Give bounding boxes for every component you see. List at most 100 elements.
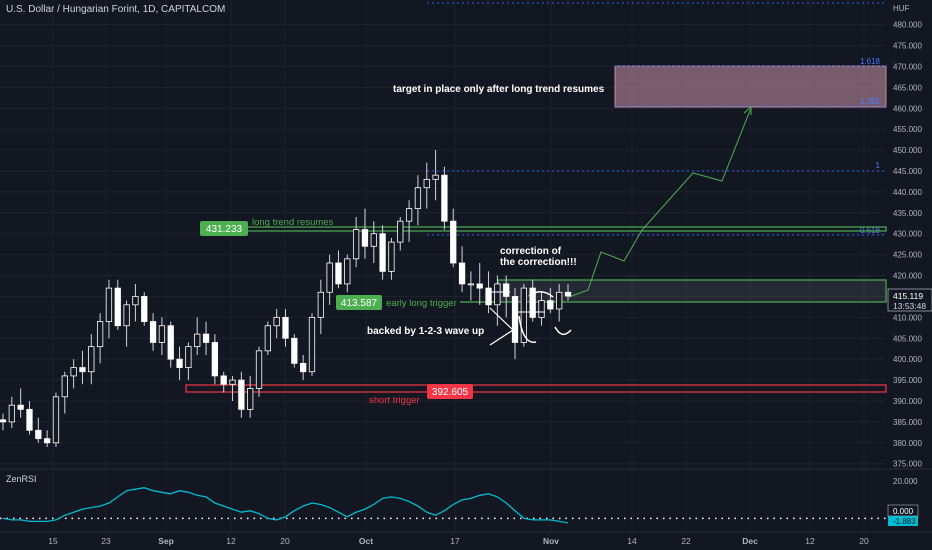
time-tick-label: Nov (543, 536, 559, 546)
time-tick-label: 20 (280, 536, 290, 546)
unit-label: HUF (893, 4, 910, 13)
candle-body (167, 325, 174, 360)
candle-body (17, 404, 24, 410)
time-tick-label: Dec (742, 536, 758, 546)
candle-body (511, 296, 519, 343)
candle-body (397, 220, 404, 243)
candle-body (176, 358, 183, 368)
candle-body (476, 283, 483, 289)
candle-body (79, 367, 86, 373)
early-trigger-value: 413.587 (341, 298, 378, 309)
candle-body (185, 346, 192, 368)
candle-body (564, 291, 572, 297)
wave-arc-1 (518, 315, 537, 343)
rsi-line (2, 487, 569, 524)
candle-body (44, 438, 51, 444)
wave-pointer-arrow (489, 307, 514, 346)
time-tick-label: Oct (359, 536, 373, 546)
price-tick-label: 460.000 (893, 104, 922, 113)
price-tick-label: 385.000 (893, 418, 922, 427)
candle-body (503, 283, 510, 297)
time-tick-label: 23 (101, 536, 111, 546)
candle-body (35, 429, 42, 440)
price-tick-label: 455.000 (893, 125, 922, 134)
wave-arc-3 (554, 326, 572, 336)
candle-body (264, 325, 271, 352)
candle-body (300, 362, 307, 373)
rsi-tick-0: 0.000 (893, 507, 914, 516)
long-trend-label: long trend resumes (252, 217, 334, 228)
projected-arrowhead (743, 105, 752, 115)
candle-body (370, 233, 377, 247)
early-trigger-badge (336, 295, 382, 310)
candle-body (361, 229, 369, 247)
time-tick-label: Sep (158, 536, 174, 546)
candle-body (158, 325, 166, 343)
price-tick-label: 420.000 (893, 272, 922, 281)
price-tick-label: 465.000 (893, 83, 922, 92)
candle-body (61, 375, 68, 398)
candle-body (202, 333, 210, 343)
time-tick-label: 20 (859, 536, 869, 546)
candle-body (123, 304, 130, 327)
price-tick-label: 470.000 (893, 62, 922, 71)
fib-1382-label: 1.382 (860, 97, 881, 106)
candle-body (388, 241, 395, 272)
time-tick-label: 15 (48, 536, 58, 546)
candle-body (458, 262, 466, 285)
candle-body (414, 187, 422, 210)
time-tick-label: 14 (627, 536, 637, 546)
candle-body (105, 287, 113, 322)
correction-annotation-line2: the correction!!! (500, 257, 577, 268)
candle-body (194, 333, 201, 348)
candle-body (352, 229, 360, 260)
price-tick-label: 445.000 (893, 167, 922, 176)
fib-1-label: 1 (876, 161, 881, 170)
short-trigger-badge (427, 384, 473, 399)
early-trigger-label: early long trigger (386, 298, 457, 309)
candle-body (556, 291, 563, 310)
price-tick-label: 380.000 (893, 439, 922, 448)
short-trigger-zone (185, 384, 887, 393)
candle-body (0, 419, 7, 423)
candle-body (282, 316, 289, 339)
price-tick-label: 425.000 (893, 251, 922, 260)
short-trigger-label: short trigger (369, 395, 420, 406)
price-tick-label: 410.000 (893, 313, 922, 322)
price-axis[interactable]: 480.000 475.000 470.000 465.000 460.000 455.0… (893, 21, 922, 469)
chart-title: U.S. Dollar / Hungarian Forint, 1D, CAPI… (6, 4, 226, 15)
candle-body (467, 283, 475, 286)
target-annotation: target in place only after long trend re… (393, 84, 605, 95)
candle-body (291, 337, 298, 364)
price-tick-label: 440.000 (893, 188, 922, 197)
price-tick-label: 475.000 (893, 42, 922, 51)
price-tick-label: 435.000 (893, 209, 922, 218)
long-trend-value: 431.233 (206, 224, 243, 235)
candle-body (520, 287, 527, 343)
candle-body (52, 396, 60, 444)
candle-body (317, 291, 324, 318)
candle-body (211, 342, 219, 377)
rsi-group (0, 487, 886, 524)
price-tick-label: 375.000 (893, 460, 922, 469)
long-trend-level (244, 226, 887, 232)
short-trigger-value: 392.605 (432, 387, 469, 398)
candle-body (308, 316, 316, 373)
price-tick-label: 400.000 (893, 355, 922, 364)
rsi-value-badge (888, 516, 918, 526)
time-axis[interactable]: 15 23 Sep 12 20 Oct 17 Nov 14 22 Dec 12 20 (48, 536, 869, 546)
candle-body (344, 258, 351, 285)
candle-body (405, 208, 413, 222)
candle-body (538, 300, 545, 318)
wave-arc-2 (528, 291, 554, 298)
price-tick-label: 480.000 (893, 21, 922, 30)
rsi-title: ZenRSI (6, 474, 37, 484)
rsi-current-value: -1.883 (893, 517, 916, 526)
candle-body (441, 174, 448, 222)
rsi-tick-20: 20.000 (893, 477, 918, 486)
candle-body (229, 379, 236, 385)
time-tick-label: 22 (681, 536, 691, 546)
candle-body (432, 174, 439, 180)
candle-body (450, 220, 457, 264)
candle-body (273, 316, 280, 327)
